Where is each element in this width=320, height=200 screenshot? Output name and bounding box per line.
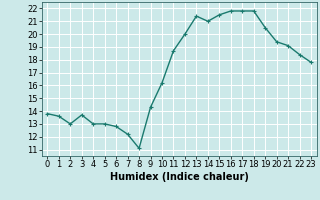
X-axis label: Humidex (Indice chaleur): Humidex (Indice chaleur) [110,172,249,182]
